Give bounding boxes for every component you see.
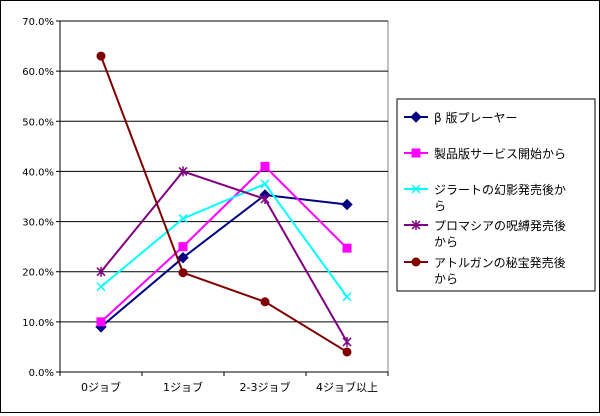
marker-circle [342,347,352,357]
legend-entry-1: β 版プレーヤー [404,111,517,125]
data-point [96,317,106,327]
plot-area [59,20,389,373]
legend-label: アトルガンの秘宝発売後 [434,255,566,270]
marker-square [178,242,188,252]
legend-label: ジラートの幻影発売後か [434,182,566,197]
data-point [342,243,352,253]
series-2 [96,161,352,327]
y-tick-label: 50.0% [22,117,54,128]
legend-label: プロマシアの呪縛発売後 [434,218,566,233]
legend-label: β 版プレーヤー [434,111,517,125]
x-tick-label: 4ジョブ以上 [316,380,378,394]
series-line [100,55,348,353]
data-point [96,282,106,292]
marker-x [411,184,421,194]
gridlines [60,20,388,323]
y-tick-label: 0.0% [29,368,54,379]
data-point [178,214,188,224]
marker-asterisk [411,220,421,230]
y-tick-label: 70.0% [22,17,54,28]
marker-x [342,292,352,302]
marker-x [260,179,270,189]
data-point [178,242,188,252]
series-line [100,182,348,298]
marker-square [342,243,352,253]
series-5 [96,51,352,357]
series-group [95,51,353,357]
marker-asterisk [260,194,270,205]
marker-circle [96,51,106,61]
marker-diamond [177,251,189,264]
marker-circle [260,297,270,307]
data-point [341,198,353,211]
legend-label: から [434,235,458,249]
data-point [260,179,270,189]
marker-diamond [341,198,353,211]
y-tick-label: 10.0% [22,318,54,329]
marker-diamond [410,111,422,123]
data-point [177,251,189,264]
marker-square [96,317,106,327]
legend: β 版プレーヤー製品版サービス開始からジラートの幻影発売後からプロマシアの呪縛発… [396,98,596,292]
y-axis-ticks: 0.0% 10.0% 20.0% 30.0% 40.0% 50.0% 60.0% 70.0% [22,17,61,379]
y-tick-label: 30.0% [22,218,54,229]
x-tick-label: 2-3ジョブ [240,380,291,394]
series-3 [96,179,352,302]
series-line [100,170,348,343]
series-line [100,165,348,323]
legend-label: から [434,272,458,286]
marker-square [411,148,421,158]
x-axis-ticks: 0ジョブ 1ジョブ 2-3ジョブ 4ジョブ以上 [59,371,389,394]
legend-entry-2: 製品版サービス開始から [404,147,566,161]
data-point [260,297,270,307]
legend-label: 製品版サービス開始から [434,147,566,161]
y-tick-label: 40.0% [22,167,54,178]
data-point [342,292,352,302]
x-tick-label: 1ジョブ [163,380,203,394]
marker-asterisk [178,166,188,177]
x-tick-label: 0ジョブ [81,380,121,394]
marker-circle [178,268,188,278]
data-point [260,194,270,205]
marker-asterisk [342,336,352,347]
series-line [100,193,348,328]
data-point [96,51,106,61]
data-point [178,166,188,177]
y-tick-label: 60.0% [22,67,54,78]
data-point [178,268,188,278]
marker-x [96,282,106,292]
data-point [96,266,106,277]
series-1 [95,189,353,333]
marker-square [260,161,270,171]
legend-box [396,98,596,292]
marker-asterisk [96,266,106,277]
data-point [260,161,270,171]
legend-label: ら [434,199,446,213]
data-point [342,347,352,357]
marker-x [178,214,188,224]
series-4 [96,166,352,347]
data-point [342,336,352,347]
y-tick-label: 20.0% [22,268,54,279]
marker-circle [411,257,421,267]
